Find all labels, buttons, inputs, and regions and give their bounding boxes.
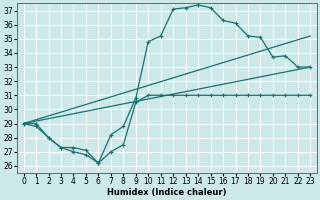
X-axis label: Humidex (Indice chaleur): Humidex (Indice chaleur): [107, 188, 227, 197]
